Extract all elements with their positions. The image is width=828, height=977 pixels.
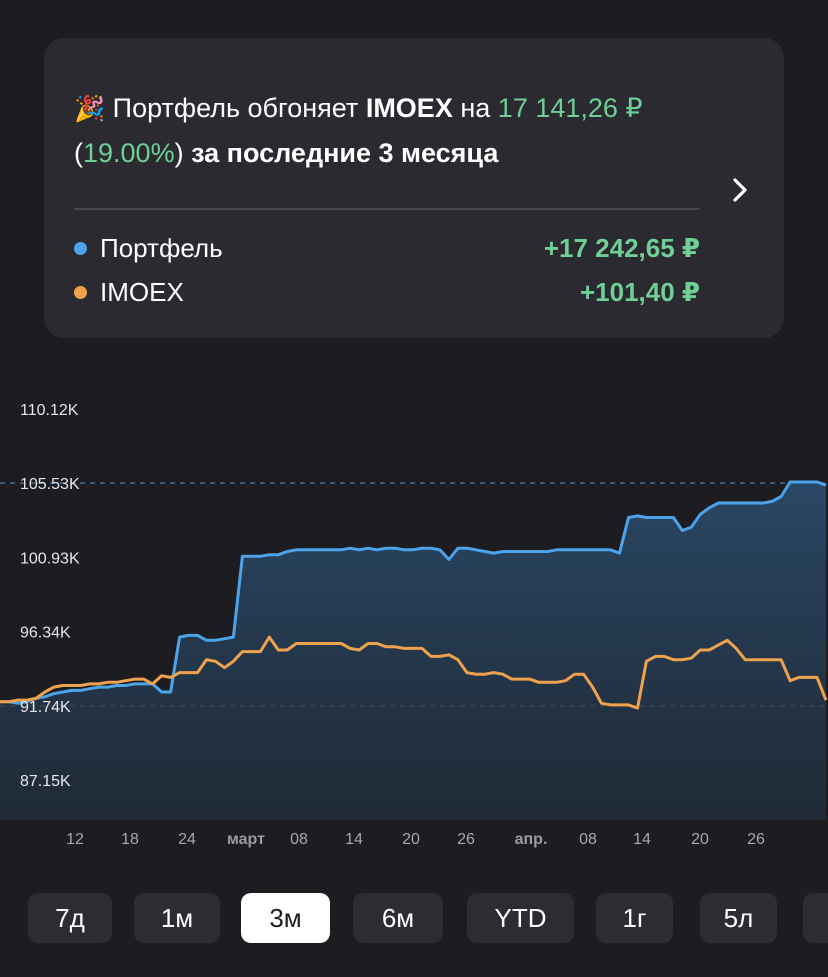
x-tick-label: 12: [66, 831, 84, 848]
x-tick-label: 26: [747, 831, 765, 848]
headline-open-paren: (: [74, 138, 83, 168]
x-tick-label: 26: [457, 831, 475, 848]
period-button-7д[interactable]: 7д: [28, 893, 112, 943]
x-tick-label: 24: [178, 831, 196, 848]
series-lines: [0, 480, 828, 710]
x-month-label: апр.: [515, 831, 548, 848]
x-tick-label: 20: [402, 831, 420, 848]
portfolio-area: [0, 482, 826, 820]
legend-portfolio-value: +17 242,65 ₽: [543, 232, 700, 263]
legend-portfolio-name: Портфель: [100, 232, 223, 263]
imoex-dot-icon: [74, 285, 87, 299]
card-divider: [74, 208, 700, 210]
y-tick-label: 96.34K: [20, 625, 71, 642]
comparison-card[interactable]: 🎉 Портфель обгоняет IMOEX на 17 141,26 ₽…: [44, 38, 784, 338]
portfolio-line: [0, 480, 827, 705]
chevron-right-icon[interactable]: [730, 176, 750, 204]
portfolio-dot-icon: [74, 241, 87, 255]
legend-imoex: IMOEX +101,40 ₽: [74, 272, 700, 312]
chart-svg[interactable]: 110.12K105.53K100.93K96.34K91.74K87.15K …: [0, 380, 828, 860]
period-button-3м[interactable]: 3м: [241, 893, 330, 943]
y-tick-label: 100.93K: [20, 550, 80, 567]
period-button-YTD[interactable]: YTD: [467, 893, 574, 943]
y-tick-label: 110.12K: [20, 402, 79, 419]
y-axis-ticks: 110.12K 105.53K 100.93K 96.34K 91.74K 87.15K: [20, 402, 80, 790]
headline-period: за последние 3 месяца: [191, 138, 499, 168]
headline-on: на: [460, 93, 491, 123]
period-button-1г[interactable]: 1г: [596, 893, 673, 943]
party-popper-icon: 🎉: [74, 94, 106, 123]
comparison-chart[interactable]: 110.12K 105.53K 100.93K 96.34K 91.74K 87.15K …: [0, 380, 828, 860]
period-button-more[interactable]: [803, 893, 828, 943]
x-tick-label: 08: [579, 831, 597, 848]
legend-imoex-name: IMOEX: [100, 276, 184, 307]
y-tick-label: 105.53K: [20, 476, 80, 493]
headline-percent: 19.00%: [83, 138, 175, 168]
headline-lead: Портфель обгоняет: [112, 93, 359, 123]
x-tick-label: 18: [121, 831, 139, 848]
x-tick-label: 14: [345, 831, 363, 848]
headline-close-paren: ): [174, 138, 184, 168]
x-tick-label: 20: [691, 831, 709, 848]
headline-amount: 17 141,26 ₽: [497, 93, 643, 123]
portfolio-area-fill: [0, 482, 826, 820]
y-tick-label: 87.15K: [20, 773, 71, 790]
period-button-5л[interactable]: 5л: [700, 893, 777, 943]
period-selector: 7д 1м 3м 6м YTD 1г 5л: [0, 893, 828, 943]
period-button-6м[interactable]: 6м: [353, 893, 443, 943]
headline-index: IMOEX: [365, 93, 453, 123]
x-month-label: март: [227, 831, 265, 848]
imoex-line: [0, 635, 828, 710]
x-tick-label: 14: [633, 831, 651, 848]
legend-imoex-value: +101,40 ₽: [579, 276, 700, 307]
y-tick-label: 91.74K: [20, 699, 71, 716]
comparison-headline: 🎉 Портфель обгоняет IMOEX на 17 141,26 ₽…: [74, 86, 684, 175]
x-axis-ticks: 12 18 24 март 08 14 20 26 апр. 08 14 20 26: [66, 831, 765, 848]
x-tick-label: 08: [290, 831, 308, 848]
period-button-1м[interactable]: 1м: [134, 893, 220, 943]
legend-portfolio: Портфель +17 242,65 ₽: [74, 228, 700, 268]
